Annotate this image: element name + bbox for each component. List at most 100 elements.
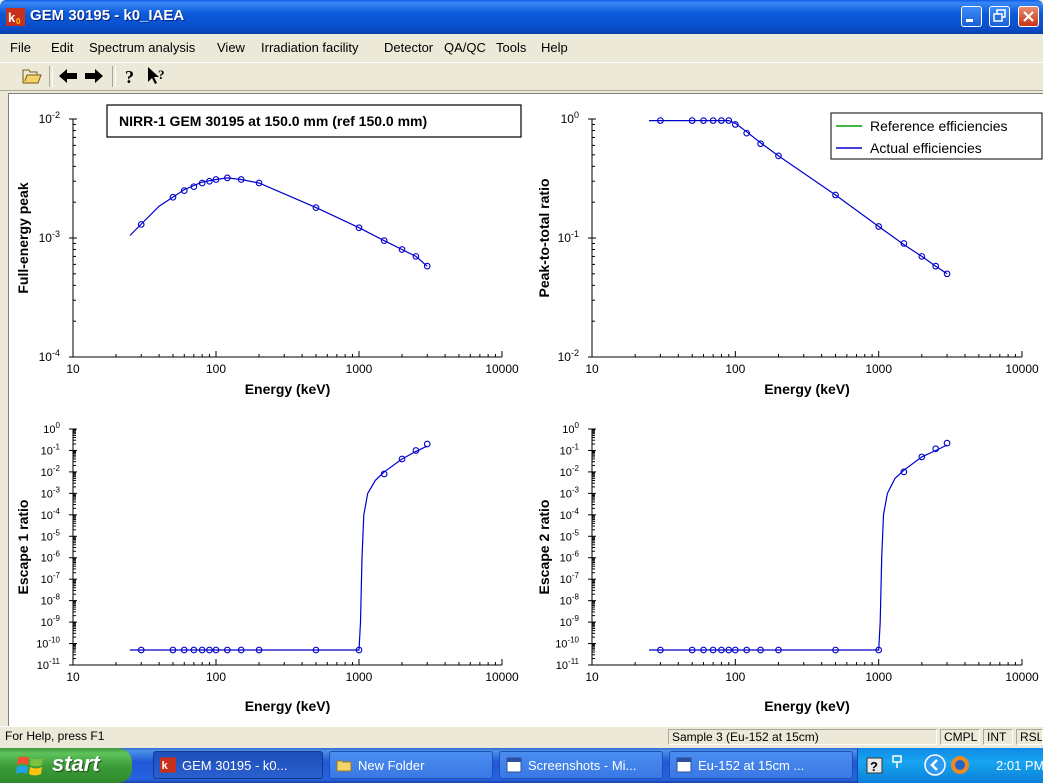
open-button[interactable] [21,65,43,88]
data-point [355,224,363,232]
plot-area: 10 100 1000 10000 10-4 10-3 10-2 Energy (keV) Fu… [8,93,1043,727]
data-point [918,453,926,461]
back-button[interactable] [57,65,79,88]
windows-flag-icon [16,756,43,776]
start-button[interactable]: start [0,748,132,783]
data-point [312,646,320,654]
data-point [180,646,188,654]
taskbar: start k GEM 30195 - k0... New Folder Scr… [0,748,1043,783]
data-point [943,439,951,447]
back-tray-icon[interactable] [924,754,946,776]
data-point [943,270,951,278]
toolbar-separator [49,66,53,87]
network-tray-icon[interactable] [890,754,904,772]
close-button[interactable] [1018,6,1039,27]
y-axis-label: Escape 1 ratio [15,500,31,595]
plot-annotation: NIRR-1 GEM 30195 at 150.0 mm (ref 150.0 … [106,104,522,138]
data-point [725,117,733,124]
menu-irradiation-facility[interactable]: Irradiation facility [261,40,359,55]
x-axis-label: Energy (keV) [764,698,850,714]
data-point [875,223,883,230]
data-point [137,221,145,228]
data-point [700,646,707,654]
data-point [412,253,420,260]
annotation-text: NIRR-1 GEM 30195 at 150.0 mm (ref 150.0 … [119,113,427,129]
title-bar[interactable]: k 0 GEM 30195 - k0_IAEA [0,0,1043,34]
data-point [255,646,263,654]
data-point [423,440,431,448]
y-tick-label: 10-3 [39,229,60,245]
menu-edit[interactable]: Edit [51,40,74,55]
taskbar-item-new-folder[interactable]: New Folder [329,751,493,779]
data-point [412,447,420,454]
taskbar-item-eu152-doc[interactable]: Eu-152 at 15cm ... [669,751,853,779]
menu-file[interactable]: File [10,40,31,55]
help-button[interactable]: ? [120,65,142,88]
menu-tools[interactable]: Tools [496,40,527,55]
data-point [180,187,188,194]
antivirus-tray-icon[interactable] [950,755,970,775]
folder-icon [336,760,352,772]
x-axis-label: Energy (keV) [245,381,331,397]
system-tray: ? 2:01 PM [857,748,1043,783]
minimize-button[interactable] [961,6,982,27]
open-folder-icon [22,69,42,84]
y-tick-label: 10-1 [558,229,579,245]
x-tick-label: 1000 [865,670,892,684]
svg-text:?: ? [158,67,165,82]
x-tick-label: 1000 [865,362,892,376]
y-axis-label: Full-energy peak [15,182,31,293]
help-tray-icon[interactable]: ? [866,757,884,775]
menu-spectrum-analysis[interactable]: Spectrum analysis [89,40,196,55]
y-tick-label: 10-11 [556,657,580,672]
context-help-button[interactable]: ? [146,65,168,88]
y-tick-label: 10-8 [560,593,580,608]
data-point [255,179,263,187]
data-point [718,117,725,124]
maximize-button[interactable] [989,6,1010,27]
data-point [743,129,751,137]
data-point [137,646,145,654]
window-title: GEM 30195 - k0_IAEA [30,7,185,24]
menu-qaqc[interactable]: QA/QC [444,40,486,55]
status-indicator-cmpl: CMPL [940,729,980,745]
data-point [709,646,717,654]
y-tick-label: 10-7 [41,571,61,586]
y-tick-label: 10-8 [41,593,61,608]
y-tick-label: 100 [562,421,579,436]
menu-view[interactable]: View [217,40,245,55]
help-icon: ? [125,67,134,87]
taskbar-item-label: Eu-152 at 15cm ... [698,758,805,773]
x-tick-label: 100 [725,362,745,376]
menu-help[interactable]: Help [541,40,568,55]
data-point [206,177,213,185]
word-doc-icon [506,757,522,773]
y-tick-label: 10-10 [36,636,60,651]
x-tick-label: 1000 [346,362,373,376]
minimize-icon [966,19,973,22]
data-point [657,646,664,654]
y-tick-label: 10-6 [41,550,61,565]
x-tick-label: 10000 [1005,670,1039,684]
annotation-box [106,104,522,138]
clock: 2:01 PM [996,758,1043,773]
x-tick-label: 10 [66,670,80,684]
y-tick-label: 10-2 [558,348,579,364]
x-tick-label: 10000 [1005,362,1039,376]
taskbar-item-label: GEM 30195 - k0... [182,758,288,773]
data-point [223,646,231,654]
data-point [398,246,406,253]
data-point [832,191,839,199]
data-point [169,646,177,654]
data-point [700,117,707,124]
legend-label: Actual efficiencies [870,140,982,156]
forward-button[interactable] [83,65,105,88]
taskbar-item-k0-app[interactable]: k GEM 30195 - k0... [153,751,323,779]
forward-arrow-icon [85,69,103,83]
menu-detector[interactable]: Detector [384,40,434,55]
data-point [743,646,751,654]
data-point [355,646,363,654]
taskbar-item-screenshots-doc[interactable]: Screenshots - Mi... [499,751,663,779]
data-point [709,117,717,124]
data-point [657,117,664,124]
